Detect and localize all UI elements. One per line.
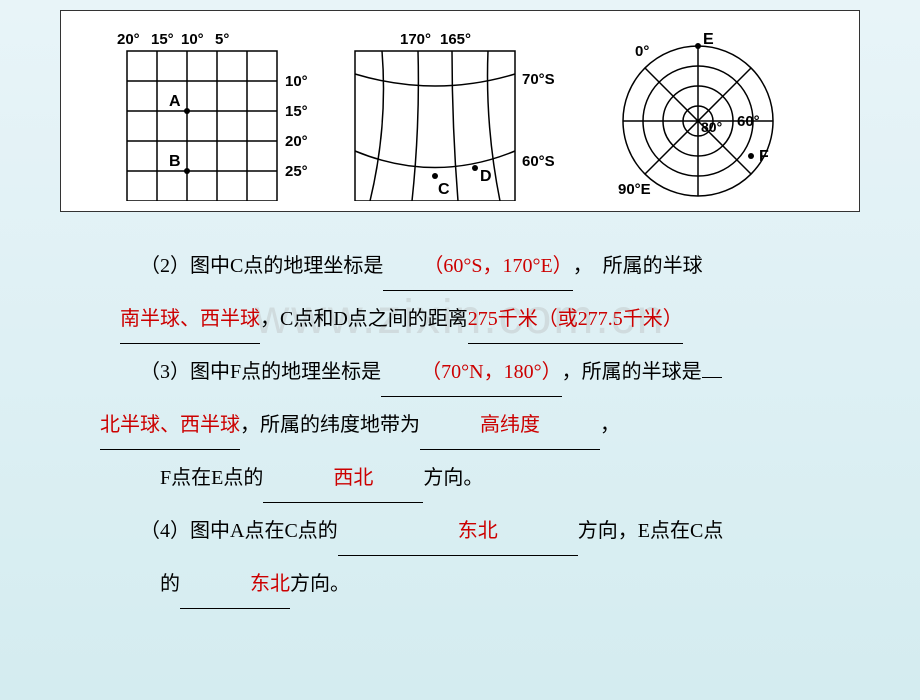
question-3-line1: （3）图中F点的地理坐标是（70°N，180°），所属的半球是 [100,348,820,397]
svg-text:20°: 20° [117,31,140,48]
answer-q2-1: （60°S，170°E） [383,242,572,291]
svg-text:0°: 0° [635,43,649,60]
svg-text:170°: 170° [400,31,431,48]
answer-q3-3: 高纬度 [420,401,600,450]
question-3-line2: 北半球、西半球，所属的纬度地带为高纬度， [100,401,820,450]
svg-text:90°E: 90°E [618,181,651,198]
point-B-label: B [169,153,181,170]
svg-text:20°: 20° [285,133,308,150]
point-C-label: C [438,181,450,198]
svg-text:60°S: 60°S [522,153,555,170]
svg-text:15°: 15° [151,31,174,48]
svg-text:15°: 15° [285,103,308,120]
questions-content: （2）图中C点的地理坐标是（60°S，170°E）， 所属的半球 是南半球、西半… [0,222,920,633]
answer-q3-4: 西北 [263,454,423,503]
diagram-polar-EF: E F 0° 90°E 60° 80° [583,26,813,201]
answer-q2-3: 275千米（或277.5千米） [468,295,683,344]
point-A-label: A [169,93,181,110]
question-2-line2: 是南半球、西半球，C点和D点之间的距离275千米（或277.5千米） [100,295,820,344]
diagrams-container: A B 20° 15° 10° 5° 10° 15° 20° 25° [60,10,860,212]
diagram-curved-CD: C D 170° 165° 70°S 60°S [340,26,570,201]
point-D-label: D [480,168,492,185]
answer-q3-1: （70°N，180°） [381,348,561,397]
svg-text:10°: 10° [285,73,308,90]
svg-text:165°: 165° [440,31,471,48]
question-4-line2: 的东北方向。 [100,560,820,609]
answer-q2-2: 南半球、西半球 [120,295,260,344]
question-2-line1: （2）图中C点的地理坐标是（60°S，170°E）， 所属的半球 [100,242,820,291]
point-F-label: F [759,148,769,165]
svg-text:25°: 25° [285,163,308,180]
svg-text:70°S: 70°S [522,71,555,88]
diagram-grid-AB: A B 20° 15° 10° 5° 10° 15° 20° 25° [107,26,327,201]
answer-q4-1: 东北 [338,507,578,556]
point-E-label: E [703,31,714,48]
answer-q3-2: 北半球、西半球 [100,401,240,450]
svg-text:10°: 10° [181,31,204,48]
svg-text:80°: 80° [701,119,722,135]
svg-text:60°: 60° [737,113,760,130]
answer-q4-2: 东北 [180,560,290,609]
question-3-line3: F点在E点的西北方向。 [100,454,820,503]
question-4-line1: （4）图中A点在C点的东北方向，E点在C点 [100,507,820,556]
svg-text:5°: 5° [215,31,229,48]
